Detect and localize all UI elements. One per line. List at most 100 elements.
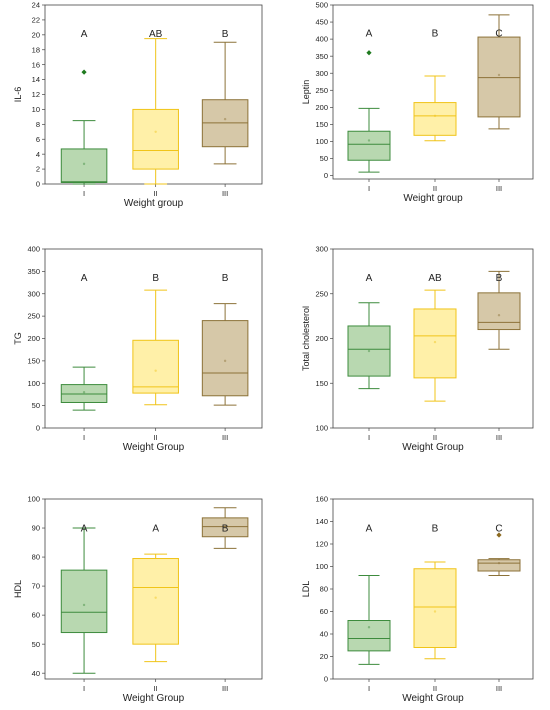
- y-tick-label: 100: [315, 137, 328, 146]
- x-tick-label: I: [368, 433, 370, 442]
- box-I: [347, 302, 391, 390]
- significance-letter: C: [495, 523, 502, 534]
- significance-letter: A: [366, 28, 373, 39]
- x-axis-label: Weight Group: [402, 693, 464, 704]
- box-II: [413, 561, 457, 660]
- iqr-box: [60, 569, 108, 634]
- y-tick-label: 150: [27, 356, 40, 365]
- y-tick-label: 150: [315, 379, 328, 388]
- iqr-box: [60, 148, 108, 184]
- x-tick-label: III: [496, 433, 502, 442]
- iqr-box: [413, 102, 457, 136]
- y-tick-label: 200: [315, 103, 328, 112]
- y-tick-label: 12: [32, 90, 40, 99]
- box-II: [132, 553, 179, 663]
- y-tick-label: 8: [36, 120, 40, 129]
- mean-marker: [497, 73, 501, 77]
- iqr-box: [132, 558, 179, 645]
- box-III: [201, 303, 249, 406]
- x-axis-label: Weight group: [403, 193, 463, 204]
- y-tick-label: 60: [32, 611, 40, 620]
- x-tick-label: II: [154, 684, 158, 693]
- y-tick-label: 100: [27, 495, 40, 504]
- box-I: [60, 366, 108, 411]
- plot-frame: [44, 498, 263, 680]
- y-tick-label: 140: [315, 517, 328, 526]
- x-tick-label: III: [496, 184, 502, 193]
- iqr-box: [201, 517, 249, 538]
- x-tick-label: II: [433, 433, 437, 442]
- significance-letter: B: [152, 273, 159, 284]
- x-tick-label: I: [83, 684, 85, 693]
- y-tick-label: 22: [32, 16, 40, 25]
- y-tick-label: 350: [27, 267, 40, 276]
- box-III: [477, 14, 521, 130]
- x-tick-label: II: [433, 184, 437, 193]
- significance-letter: AB: [428, 273, 442, 284]
- y-tick-label: 18: [32, 45, 40, 54]
- iqr-box: [477, 36, 521, 118]
- outlier-marker: [366, 50, 372, 56]
- box-I: [60, 527, 108, 674]
- y-tick-label: 2: [36, 165, 40, 174]
- significance-letter: A: [81, 523, 88, 534]
- x-tick-label: I: [83, 433, 85, 442]
- y-tick-label: 20: [320, 652, 328, 661]
- outlier-marker: [496, 532, 502, 538]
- x-axis-label: Weight Group: [402, 442, 464, 453]
- y-tick-label: 80: [32, 553, 40, 562]
- x-tick-label: I: [368, 184, 370, 193]
- y-axis-label: LDL: [301, 581, 311, 598]
- y-tick-label: 50: [32, 640, 40, 649]
- box-II: [413, 75, 457, 142]
- iqr-box: [477, 292, 521, 331]
- significance-letter: AB: [149, 29, 163, 40]
- mean-marker: [433, 340, 437, 344]
- y-tick-label: 0: [324, 675, 328, 684]
- mean-marker: [223, 359, 227, 363]
- x-tick-label: III: [222, 684, 228, 693]
- y-tick-label: 250: [315, 289, 328, 298]
- x-tick-label: II: [154, 433, 158, 442]
- y-tick-label: 24: [32, 1, 40, 10]
- significance-letter: B: [496, 273, 503, 284]
- mean-marker: [433, 114, 437, 118]
- y-tick-label: 200: [315, 334, 328, 343]
- box-I: [347, 50, 391, 173]
- iqr-box: [132, 108, 179, 170]
- y-tick-label: 20: [32, 30, 40, 39]
- x-tick-label: I: [83, 189, 85, 198]
- mean-marker: [367, 139, 371, 142]
- iqr-box: [132, 339, 179, 394]
- y-tick-label: 0: [324, 171, 328, 180]
- mean-marker: [82, 391, 86, 394]
- y-tick-label: 300: [315, 245, 328, 254]
- mean-marker: [223, 525, 227, 528]
- significance-letter: B: [432, 523, 439, 534]
- mean-marker: [154, 596, 157, 599]
- iqr-box: [201, 320, 249, 397]
- iqr-box: [477, 559, 521, 572]
- y-tick-label: 40: [32, 669, 40, 678]
- significance-letter: A: [152, 523, 159, 534]
- y-tick-label: 40: [320, 630, 328, 639]
- x-tick-label: I: [368, 684, 370, 693]
- y-axis-label: Leptin: [301, 80, 311, 105]
- mean-marker: [497, 314, 501, 317]
- mean-marker: [433, 610, 437, 613]
- significance-letter: B: [222, 29, 229, 40]
- y-tick-label: 250: [27, 312, 40, 321]
- mean-marker: [154, 130, 157, 133]
- y-tick-label: 200: [27, 334, 40, 343]
- box-II: [413, 289, 457, 402]
- y-tick-label: 6: [36, 135, 40, 144]
- box-III: [201, 507, 249, 549]
- y-axis-label: TG: [13, 332, 23, 345]
- significance-letter: B: [222, 523, 229, 534]
- y-tick-label: 500: [315, 1, 328, 10]
- y-tick-label: 100: [315, 562, 328, 571]
- box-II: [132, 38, 179, 185]
- iqr-box: [413, 568, 457, 648]
